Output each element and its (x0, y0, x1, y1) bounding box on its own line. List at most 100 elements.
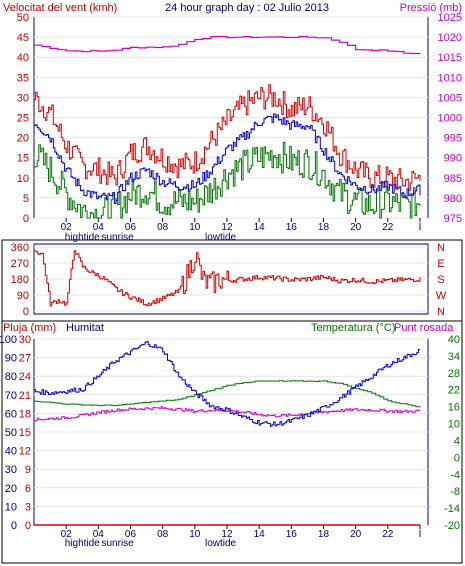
humidity-x-tick-label: 10 (189, 529, 201, 540)
compass-tick-label: N (437, 306, 445, 318)
wind-event-label: sunrise (101, 232, 134, 243)
humidity-x-tick-label: I (419, 529, 422, 540)
humidity-label: Humitat (66, 322, 104, 334)
humidity-x-tick-label: 16 (286, 529, 298, 540)
wind-tick-label: 15 (17, 153, 29, 165)
compass-tick-label: N (437, 242, 445, 254)
wind-x-tick-label: 18 (318, 222, 330, 233)
temperature-tick-label: -20 (444, 520, 460, 532)
wind-tick-label: 0 (23, 213, 29, 225)
humidity-tick-label: 50 (5, 427, 17, 439)
humidity-x-tick-label: 20 (350, 529, 362, 540)
temperature-tick-label: 34 (448, 351, 460, 363)
wind-low-line (34, 141, 421, 219)
humidity-tick-label: 60 (5, 408, 17, 420)
wind-x-tick-label: 10 (189, 222, 201, 233)
dewpoint-label: Punt rosada (394, 322, 454, 334)
wind-x-tick-label: 14 (254, 222, 266, 233)
humidity-tick-label: 70 (5, 390, 17, 402)
graph-title: 24 hour graph day : 02 Julio 2013 (165, 2, 329, 14)
temperature-tick-label: 0 (454, 452, 460, 464)
wind-x-tick-label: 16 (286, 222, 298, 233)
direction-tick-label: 360 (11, 242, 29, 254)
rain-tick-label: 3 (25, 501, 31, 513)
rain-tick-label: 18 (19, 408, 31, 420)
rain-tick-label: 24 (19, 371, 31, 383)
wind-tick-label: 35 (17, 72, 29, 84)
wind-x-tick-label: 08 (157, 222, 169, 233)
axis-labels: 0510152025303540455097598098599099510001… (0, 12, 462, 549)
wind-tick-label: 40 (17, 52, 29, 64)
humidity-x-tick-label: 06 (125, 529, 137, 540)
direction-tick-label: 90 (17, 290, 29, 302)
humidity-tick-label: 30 (5, 464, 17, 476)
wind-x-tick-label: 12 (221, 222, 233, 233)
direction-tick-label: 0 (23, 306, 29, 318)
pressure-tick-label: 995 (444, 133, 462, 145)
temperature-label: Temperatura (°C) (311, 322, 395, 334)
rain-tick-label: 12 (19, 446, 31, 458)
compass-tick-label: E (437, 258, 444, 270)
temperature-line (34, 380, 421, 408)
rain-label: Pluja (mm) (3, 322, 56, 334)
temperature-tick-label: -14 (444, 503, 460, 515)
wind-direction-line (34, 250, 421, 307)
compass-tick-label: W (436, 290, 447, 302)
wind-x-tick-label: 20 (350, 222, 362, 233)
wind-tick-label: 45 (17, 32, 29, 44)
direction-series (34, 250, 421, 307)
compass-tick-label: S (437, 274, 444, 286)
wind-tick-label: 50 (17, 12, 29, 24)
pressure-tick-label: 1000 (438, 113, 462, 125)
pressure-tick-label: 1020 (438, 32, 462, 44)
wind-x-tick-label: 02 (61, 222, 73, 233)
rain-tick-label: 6 (25, 483, 31, 495)
pressure-tick-label: 1015 (438, 52, 462, 64)
humidity-event-label: sunrise (101, 538, 134, 549)
temperature-tick-label: 22 (448, 385, 460, 397)
humidity-event-label: hightide (65, 538, 100, 549)
humidity-tick-label: 40 (5, 446, 17, 458)
temperature-tick-label: 16 (448, 402, 460, 414)
pressure-label: Pressió (mb) (400, 2, 462, 14)
humidity-x-tick-label: 22 (382, 529, 394, 540)
rain-tick-label: 15 (19, 427, 31, 439)
wind-x-tick-label: 04 (93, 222, 105, 233)
wind-x-tick-label: 22 (382, 222, 394, 233)
humidity-x-tick-label: 04 (93, 529, 105, 540)
temperature-tick-label: 4 (454, 435, 460, 447)
pressure-line (34, 35, 421, 55)
wind-gust-line (34, 84, 421, 191)
humidity-tick-label: 10 (5, 501, 17, 513)
wind-average-line (34, 113, 421, 204)
pressure-tick-label: 1005 (438, 92, 462, 104)
wind-tick-label: 20 (17, 133, 29, 145)
temperature-tick-label: -4 (450, 469, 460, 481)
humidity-tick-label: 100 (0, 334, 17, 346)
pressure-tick-label: 975 (444, 213, 462, 225)
direction-tick-label: 270 (11, 258, 29, 270)
gridlines (34, 16, 428, 526)
wind-x-tick-label: 06 (125, 222, 137, 233)
temperature-tick-label: 10 (448, 419, 460, 431)
temperature-tick-label: -8 (450, 486, 460, 498)
pressure-tick-label: 990 (444, 153, 462, 165)
rain-tick-label: 9 (25, 464, 31, 476)
pressure-tick-label: 985 (444, 173, 462, 185)
pressure-tick-label: 980 (444, 193, 462, 205)
rain-tick-label: 30 (19, 334, 31, 346)
temperature-tick-label: 40 (448, 334, 460, 346)
humidity-line (34, 341, 420, 427)
wind-speed-label: Velocitat del vent (kmh) (3, 2, 117, 14)
temperature-tick-label: 28 (448, 368, 460, 380)
pressure-tick-label: 1010 (438, 72, 462, 84)
direction-tick-label: 180 (11, 274, 29, 286)
humidity-event-label: lowtide (205, 538, 237, 549)
wind-event-label: hightide (65, 232, 100, 243)
pressure-tick-label: 1025 (438, 12, 462, 24)
rain-tick-label: 0 (25, 520, 31, 532)
humidity-tick-label: 90 (5, 353, 17, 365)
wind-event-label: lowtide (205, 232, 237, 243)
